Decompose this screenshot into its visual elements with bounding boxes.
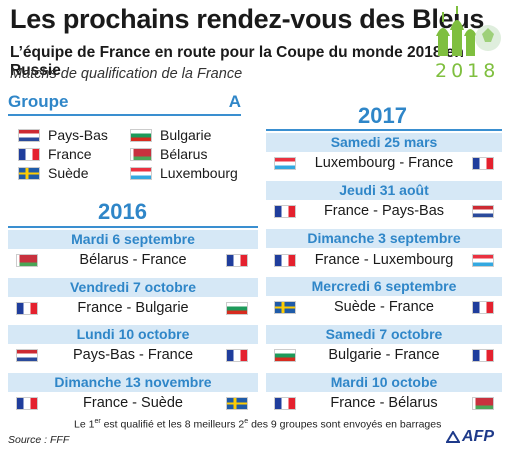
match-2016-1: Bélarus - France [8,250,258,272]
nl-flag-icon [16,349,38,362]
by-flag-icon [130,147,152,161]
page-title: Les prochains rendez-vous des Bleus [10,4,485,34]
nl-flag-icon [18,128,40,142]
groupe-label: Groupe [8,92,69,111]
fr-flag-icon [472,157,494,170]
year-2017-label: 2017 [358,103,407,128]
source-note: Source : FFF [8,434,70,446]
bg-flag-icon [226,302,248,315]
fr-flag-icon [16,397,38,410]
fr-flag-icon [472,301,494,314]
team-belarus: Bélarus [130,145,207,163]
match-2017-2: France - Pays-Bas [266,201,502,223]
by-flag-icon [472,397,494,410]
match-fixture: France - Suède [83,395,183,411]
se-flag-icon [226,397,248,410]
groupe-header: Groupe A [8,92,241,116]
match-2017-1: Luxembourg - France [266,153,502,175]
fr-flag-icon [274,254,296,267]
match-fixture: Bélarus - France [79,252,187,268]
team-france: France [18,145,92,163]
bg-flag-icon [274,349,296,362]
match-2016-2: France - Bulgarie [8,298,258,320]
section-caption: Matchs de qualification de la France [10,66,243,82]
se-flag-icon [18,166,40,180]
match-2017-4-date: Mercredi 6 septembre [266,277,502,296]
divider-2016 [8,226,258,228]
page-subtitle: L’équipe de France en route pour la Coup… [10,44,464,79]
match-2017-5-date: Samedi 7 octobre [266,325,502,344]
match-2017-6: France - Bélarus [266,393,502,415]
match-2016-1-date: Mardi 6 septembre [8,230,258,249]
lu-flag-icon [274,157,296,170]
year-2016-label: 2016 [98,199,147,224]
team-name: Suède [48,165,89,181]
match-fixture: Pays-Bas - France [72,347,194,363]
team-netherlands: Pays-Bas [18,126,108,144]
fr-flag-icon [274,397,296,410]
fr-flag-icon [274,205,296,218]
match-2017-4: Suède - France [266,297,502,319]
fr-flag-icon [472,349,494,362]
footnote-part: est qualifié et les 8 meilleurs 2 [100,418,245,431]
fr-flag-icon [18,147,40,161]
team-name: Bulgarie [160,127,212,143]
match-2017-6-date: Mardi 10 octobe [266,373,502,392]
match-2017-5: Bulgarie - France [266,345,502,367]
lu-flag-icon [472,254,494,267]
footnote-sup: er [94,418,101,425]
match-2016-2-date: Vendredi 7 octobre [8,278,258,297]
fr-flag-icon [226,349,248,362]
team-name: Luxembourg [160,165,238,181]
footnote-sup: e [244,418,249,425]
afp-agency: AFP [462,428,494,445]
team-name: Bélarus [160,146,208,162]
bg-flag-icon [130,128,152,142]
team-name: France [48,146,92,162]
footnote-part: des 9 groupes sont envoyés en barrages [248,418,442,431]
match-2016-4-date: Dimanche 13 novembre [8,373,258,392]
logo-year: 2018 [435,60,500,82]
match-fixture: France - Pays-Bas [323,203,445,219]
match-fixture: Luxembourg - France [314,155,454,171]
match-fixture: France - Bulgarie [77,300,189,316]
se-flag-icon [274,301,296,314]
world-cup-logo-icon [436,6,501,56]
team-luxembourg: Luxembourg [130,164,238,182]
match-2016-3-date: Lundi 10 octobre [8,325,258,344]
match-2016-4: France - Suède [8,393,258,415]
footnote: Le 1er est qualifié et les 8 meilleurs 2… [74,418,441,431]
match-2017-3-date: Dimanche 3 septembre [266,229,502,248]
lu-flag-icon [130,166,152,180]
team-name: Pays-Bas [48,127,108,143]
match-2016-3: Pays-Bas - France [8,345,258,367]
team-bulgaria: Bulgarie [130,126,211,144]
fr-flag-icon [16,302,38,315]
match-2017-3: France - Luxembourg [266,250,502,272]
by-flag-icon [16,254,38,267]
match-fixture: Bulgarie - France [328,347,440,363]
match-2017-2-date: Jeudi 31 août [266,181,502,200]
divider-2017 [266,129,502,131]
nl-flag-icon [472,205,494,218]
fr-flag-icon [226,254,248,267]
match-fixture: France - Luxembourg [314,252,454,268]
match-2017-1-date: Samedi 25 mars [266,133,502,152]
match-fixture: Suède - France [334,299,434,315]
footnote-part: Le 1 [74,418,95,431]
team-sweden: Suède [18,164,88,182]
afp-logo-icon [446,431,460,443]
match-fixture: France - Bélarus [330,395,438,411]
groupe-letter: A [228,92,241,111]
